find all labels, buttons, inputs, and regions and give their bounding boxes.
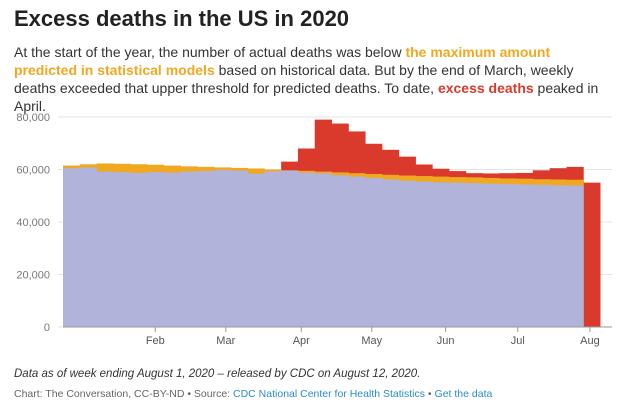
actual-bar xyxy=(348,176,366,327)
actual-bar xyxy=(482,183,500,327)
subtitle-part-2: based on historical data. But by the end… xyxy=(14,62,574,96)
actual-bar xyxy=(197,171,215,327)
x-tick-label: Mar xyxy=(216,335,235,347)
actual-bar xyxy=(415,181,433,327)
x-tick-label: Apr xyxy=(293,335,310,347)
actual-bar xyxy=(432,182,450,327)
actual-bar xyxy=(381,179,400,327)
x-tick-label: May xyxy=(361,335,382,347)
actual-bar xyxy=(549,185,567,327)
actual-bar xyxy=(465,183,484,327)
x-tick-label: Jun xyxy=(437,335,455,347)
x-axis: Feb Mar Apr May Jun Jul Aug xyxy=(63,326,612,347)
actual-bar xyxy=(297,172,316,327)
actual-bar xyxy=(331,175,349,327)
actual-bar xyxy=(516,184,534,327)
y-tick-label: 0 xyxy=(44,322,50,334)
y-tick-label: 40,000 xyxy=(16,217,50,229)
actual-bar xyxy=(130,172,148,327)
actual-bar xyxy=(532,184,551,327)
y-tick-label: 20,000 xyxy=(16,270,50,282)
subtitle-highlight-excess: excess deaths xyxy=(437,80,534,96)
actual-bar xyxy=(264,171,282,327)
actual-bar xyxy=(566,185,584,327)
x-tick-label: Aug xyxy=(580,335,600,347)
actual-series xyxy=(63,167,584,327)
subtitle-part-3: peaked in April. xyxy=(14,80,599,114)
chart-credit: Chart: The Conversation, CC-BY-ND • Sour… xyxy=(14,388,492,400)
actual-bar xyxy=(499,183,517,327)
actual-bar xyxy=(113,172,131,327)
subtitle-part-1: At the start of the year, the number of … xyxy=(14,44,406,60)
actual-bar xyxy=(230,170,249,327)
excess-bar xyxy=(583,182,601,327)
get-data-link[interactable]: Get the data xyxy=(434,388,493,400)
actual-bar xyxy=(281,170,299,327)
credit-separator: • xyxy=(425,388,435,400)
x-tick-label: Feb xyxy=(146,335,165,347)
actual-bar xyxy=(146,172,165,327)
actual-bar xyxy=(314,173,332,327)
actual-bar xyxy=(214,170,232,327)
actual-bar xyxy=(163,172,181,327)
source-link[interactable]: CDC National Center for Health Statistic… xyxy=(233,388,426,400)
actual-bar xyxy=(398,180,416,327)
credit-text: Chart: The Conversation, CC-BY-ND • Sour… xyxy=(14,388,234,400)
actual-bar xyxy=(63,168,81,327)
actual-bar xyxy=(96,171,114,327)
chart-subtitle: At the start of the year, the number of … xyxy=(14,43,614,115)
data-note: Data as of week ending August 1, 2020 – … xyxy=(14,368,421,380)
actual-bar xyxy=(448,182,467,327)
y-tick-label: 60,000 xyxy=(16,165,50,177)
actual-bar xyxy=(247,173,265,327)
actual-bar xyxy=(180,171,198,327)
actual-bar xyxy=(365,177,383,327)
subtitle-highlight-predicted: the maximum amount predicted in statisti… xyxy=(14,44,551,78)
chart-title: Excess deaths in the US in 2020 xyxy=(14,6,350,31)
x-tick-label: Jul xyxy=(511,335,525,347)
actual-bar xyxy=(79,167,98,327)
excess-deaths-chart: 0 20,000 40,000 60,000 80,000 Feb Mar Apr May Ju… xyxy=(16,112,612,347)
y-tick-label: 80,000 xyxy=(16,112,50,124)
y-axis: 0 20,000 40,000 60,000 80,000 xyxy=(16,112,50,334)
